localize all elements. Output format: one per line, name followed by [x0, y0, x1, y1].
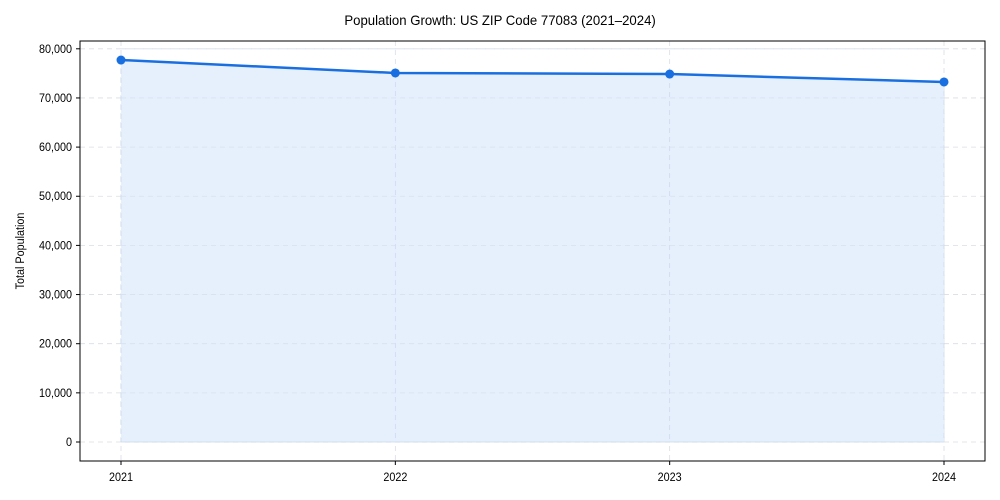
y-tick-label: 10,000 — [39, 387, 72, 400]
y-tick-label: 20,000 — [39, 338, 72, 351]
y-axis-ticks: 0 10,000 20,000 30,000 40,000 50,000 60,000 70,… — [39, 43, 80, 449]
x-tick-label: 2022 — [383, 472, 407, 485]
data-line — [120, 58, 945, 84]
vertical-gridlines — [120, 48, 945, 443]
x-tick-label: 2024 — [932, 472, 957, 485]
y-tick-label: 40,000 — [39, 240, 72, 253]
y-tick-label: 50,000 — [39, 191, 72, 204]
y-tick-label: 60,000 — [39, 142, 72, 155]
x-tick-label: 2021 — [109, 472, 133, 485]
y-tick-label: 30,000 — [39, 289, 72, 302]
axes-frame — [79, 40, 986, 462]
chart-title: Population Growth: US ZIP Code 77083 (20… — [344, 12, 656, 28]
data-point — [665, 69, 675, 79]
y-axis-label: Total Population — [15, 213, 28, 290]
y-tick-label: 70,000 — [39, 92, 72, 105]
data-points — [116, 55, 949, 87]
x-tick-label: 2023 — [658, 472, 682, 485]
x-axis-ticks: 2021 2022 2023 2024 — [109, 461, 957, 484]
data-point — [390, 68, 400, 78]
y-tick-label: 80,000 — [39, 43, 72, 56]
area-fill — [121, 60, 944, 443]
data-point — [116, 55, 126, 65]
y-tick-label: 0 — [66, 437, 72, 450]
data-point — [939, 77, 949, 87]
